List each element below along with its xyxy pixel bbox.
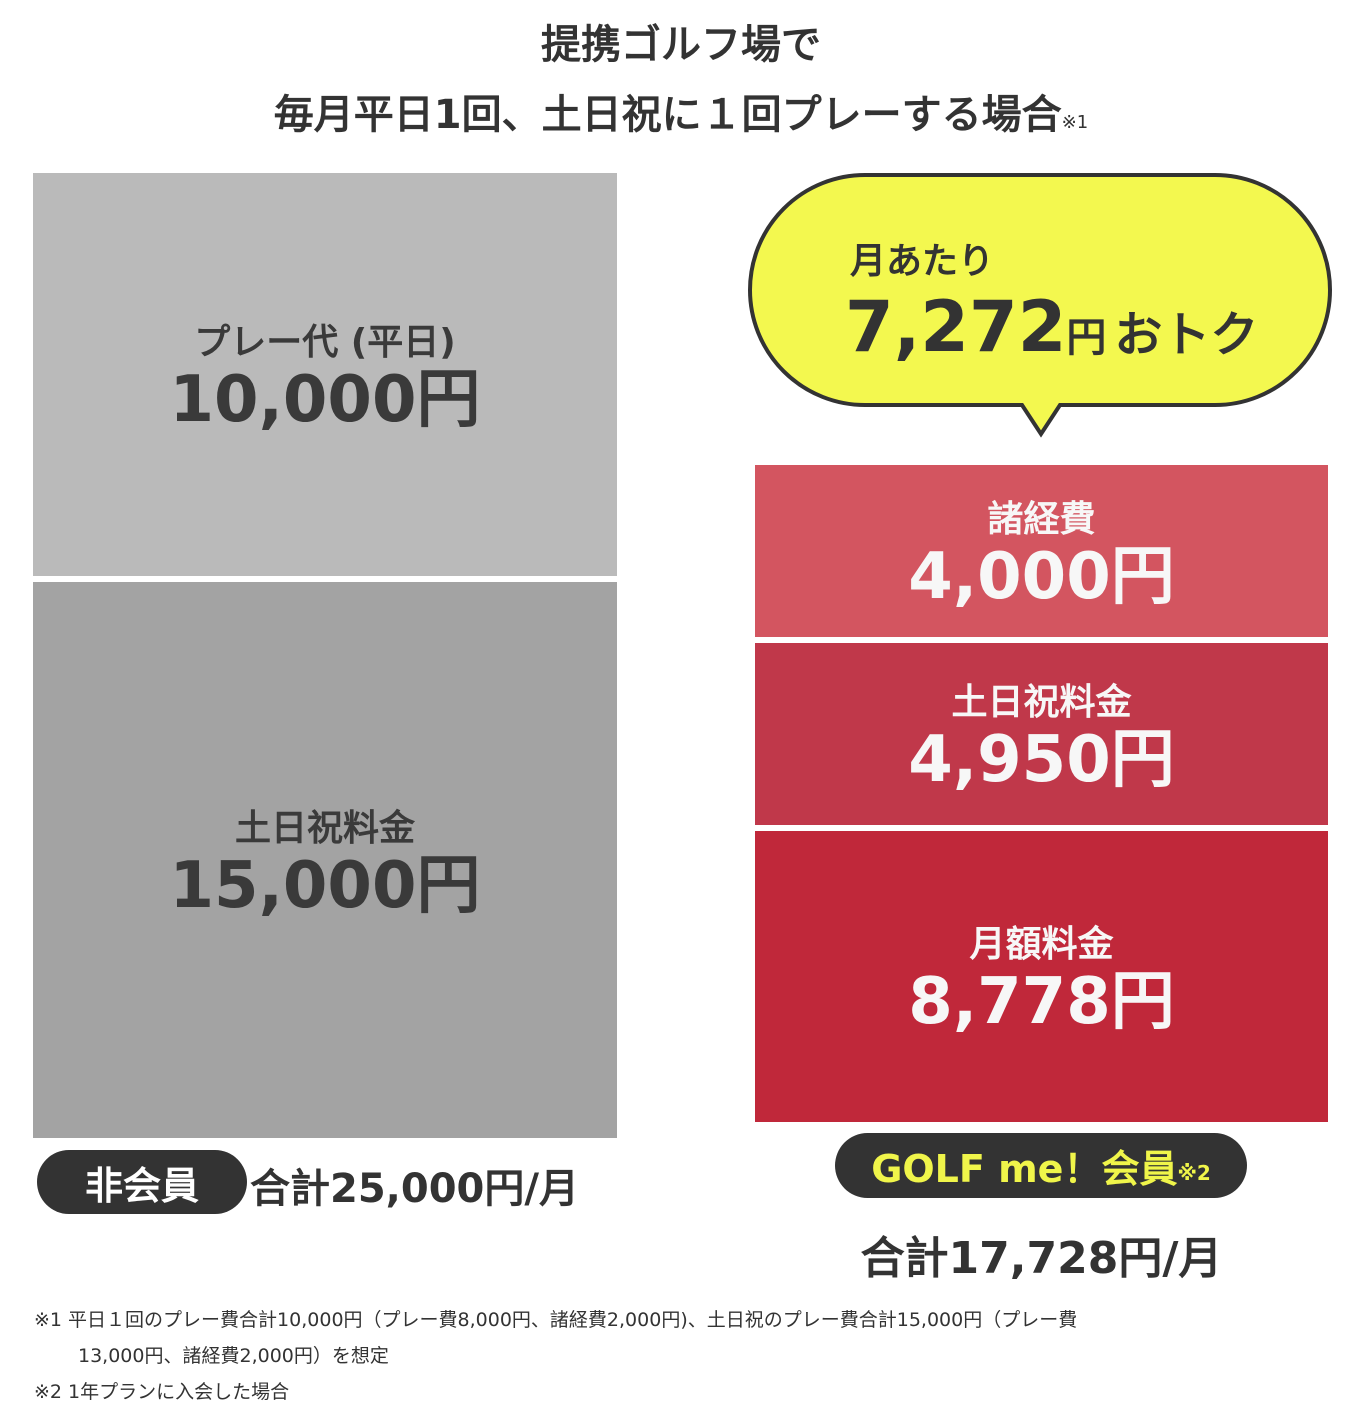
bar-segment-misc-fees: 諸経費 4,000円 xyxy=(755,465,1328,637)
bar-segment-weekday-play: プレー代 (平日) 10,000円 xyxy=(33,173,617,576)
segment-value: 8,778円 xyxy=(908,965,1175,1040)
footnote-2: ※2 1年プランに入会した場合 xyxy=(34,1381,290,1403)
segment-label: 月額料金 xyxy=(969,924,1114,966)
title-line-1: 提携ゴルフ場で xyxy=(541,22,821,68)
segment-value: 4,000円 xyxy=(908,539,1175,614)
segment-label: プレー代 (平日) xyxy=(194,322,456,364)
bubble-per-month: 月あたり xyxy=(850,241,995,282)
segment-value: 15,000円 xyxy=(169,848,481,923)
segment-label: 土日祝料金 xyxy=(234,807,415,849)
non-member-badge: 非会員 xyxy=(37,1150,247,1214)
segment-value: 4,950円 xyxy=(908,722,1175,797)
footnote-1-line-1: ※1 平日１回のプレー費合計10,000円（プレー費8,000円、諸経費2,00… xyxy=(34,1309,1078,1331)
member-badge: GOLF me！会員 ※2 xyxy=(835,1133,1247,1198)
bar-segment-weekend-fee: 土日祝料金 15,000円 xyxy=(33,582,617,1138)
title-note-mark: ※1 xyxy=(1061,112,1089,133)
bubble-savings-amount: 7,272円 おトク xyxy=(845,286,1259,368)
non-member-total: 合計25,000円/月 xyxy=(250,1166,579,1212)
member-total: 合計17,728円/月 xyxy=(860,1233,1223,1284)
segment-label: 諸経費 xyxy=(987,498,1096,540)
title-text: 毎月平日1回、土日祝に１回プレーする場合 xyxy=(273,92,1062,138)
title-line-2: 毎月平日1回、土日祝に１回プレーする場合※1 xyxy=(0,82,1362,140)
savings-speech-bubble xyxy=(748,173,1332,438)
segment-label: 土日祝料金 xyxy=(951,681,1132,723)
bar-segment-weekend-fee: 土日祝料金 4,950円 xyxy=(755,643,1328,825)
segment-value: 10,000円 xyxy=(169,363,481,438)
bar-segment-monthly-fee: 月額料金 8,778円 xyxy=(755,831,1328,1122)
footnote-1-line-2: 13,000円、諸経費2,000円）を想定 xyxy=(78,1345,389,1367)
